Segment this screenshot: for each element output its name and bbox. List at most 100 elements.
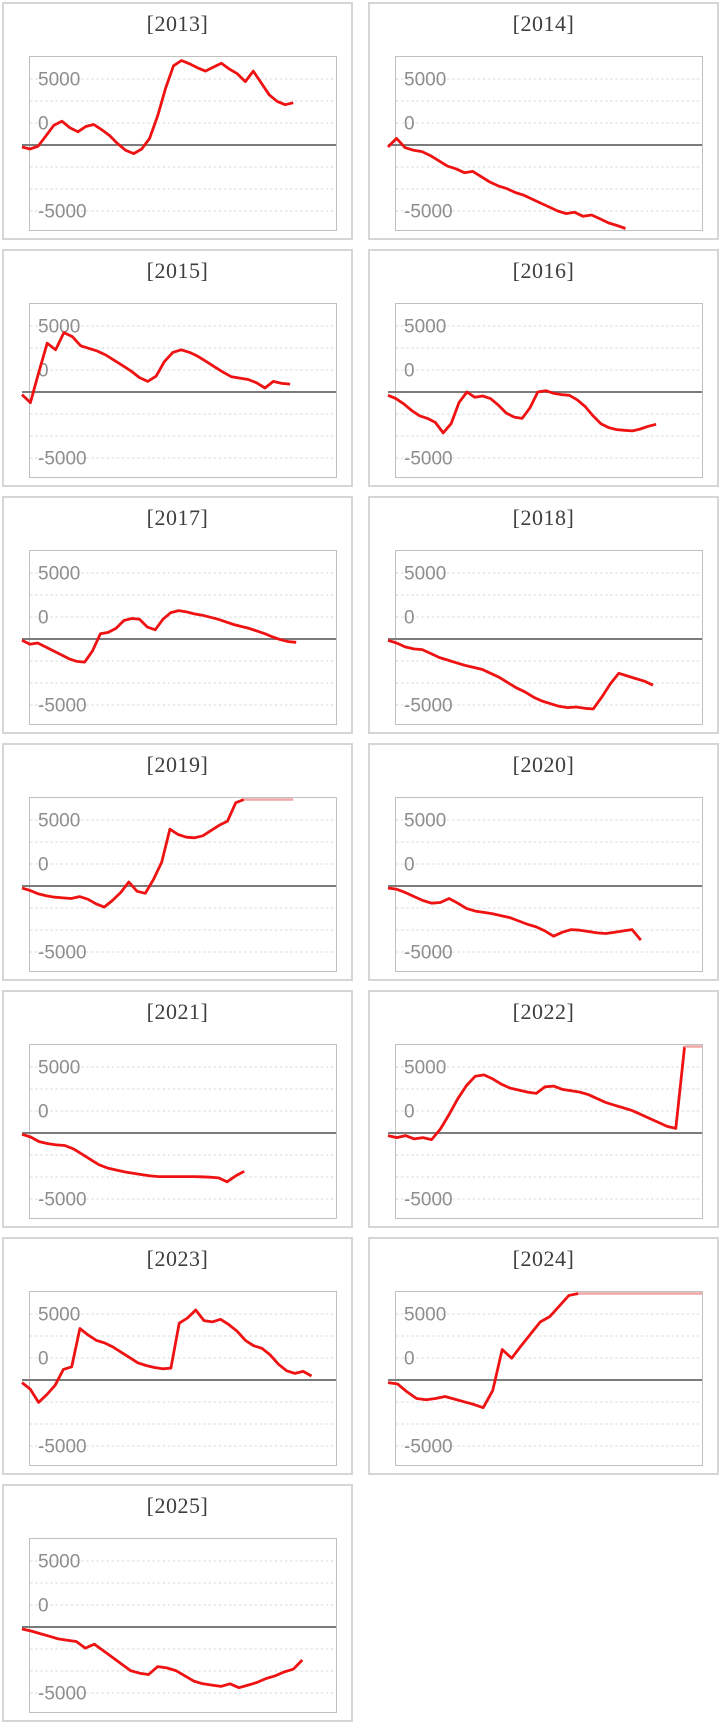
chart-canvas: 5000 0 -5000 [21, 564, 336, 717]
y-axis-tick-label: -5000 [404, 696, 453, 717]
chart-title: [2016] [512, 258, 575, 283]
chart-canvas: 5000 0 -5000 [387, 317, 702, 470]
chart-canvas: 5000 0 -5000 [387, 70, 702, 230]
chart-canvas: 5000 0 -5000 [387, 1045, 702, 1211]
chart-panel: [2013] 5000 0 -5000 [2, 2, 353, 240]
plot-area: 5000 0 -5000 [21, 1044, 337, 1219]
y-axis-tick-label: 5000 [38, 317, 80, 338]
y-axis-tick-label: 0 [38, 608, 49, 629]
chart-title: [2025] [146, 1493, 209, 1518]
plot-area: 5000 0 -5000 [21, 797, 337, 972]
y-axis-tick-label: 5000 [38, 564, 80, 585]
series-line [387, 1046, 686, 1141]
chart-panel: [2014] 5000 0 -5000 [368, 2, 719, 240]
y-axis-tick-label: -5000 [38, 1684, 87, 1705]
y-axis-tick-label: 5000 [404, 564, 446, 585]
plot-area: 5000 0 -5000 [21, 550, 337, 725]
y-axis-tick-label: 0 [404, 1349, 415, 1370]
y-axis-tick-label: 5000 [404, 317, 446, 338]
plot-area: 5000 0 -5000 [21, 303, 337, 478]
chart-canvas: 5000 0 -5000 [21, 1552, 336, 1705]
y-axis-tick-label: -5000 [38, 943, 87, 964]
y-axis-tick-label: 5000 [404, 1305, 446, 1326]
chart-title: [2018] [512, 505, 575, 530]
y-axis-tick-label: 0 [404, 1102, 415, 1123]
chart-title: [2019] [146, 752, 209, 777]
y-axis-tick-label: -5000 [404, 1190, 453, 1211]
series-line [21, 59, 294, 155]
chart-panel: [2019] 5000 0 -5000 [2, 743, 353, 981]
series-line [21, 609, 297, 664]
chart-title: [2013] [146, 11, 209, 36]
series-line [387, 886, 642, 941]
chart-canvas: 5000 0 -5000 [21, 1305, 336, 1458]
chart-panel: [2020] 5000 0 -5000 [368, 743, 719, 981]
y-axis-tick-label: -5000 [38, 1190, 87, 1211]
chart-title: [2022] [512, 999, 575, 1024]
chart-panel: [2015] 5000 0 -5000 [2, 249, 353, 487]
y-axis-tick-label: 5000 [38, 1058, 80, 1079]
chart-canvas: 5000 0 -5000 [387, 811, 702, 964]
y-axis-tick-label: 5000 [38, 811, 80, 832]
series-line [21, 1627, 304, 1690]
y-axis-tick-label: -5000 [404, 1437, 453, 1458]
y-axis-tick-label: 0 [38, 361, 49, 382]
plot-area: 5000 0 -5000 [21, 1291, 337, 1466]
chart-canvas: 5000 0 -5000 [387, 564, 702, 717]
y-axis-tick-label: -5000 [404, 449, 453, 470]
chart-title: [2014] [512, 11, 575, 36]
y-axis-tick-label: 0 [38, 1596, 49, 1617]
chart-panel: [2021] 5000 0 -5000 [2, 990, 353, 1228]
y-axis-tick-label: 5000 [38, 1305, 80, 1326]
y-axis-tick-label: 0 [404, 608, 415, 629]
chart-canvas: 5000 0 -5000 [21, 317, 336, 470]
plot-area: 5000 0 -5000 [21, 1538, 337, 1713]
y-axis-tick-label: 0 [38, 1102, 49, 1123]
plot-area: 5000 0 -5000 [387, 56, 703, 231]
series-line [387, 137, 626, 230]
y-axis-tick-label: 5000 [404, 70, 446, 91]
plot-area: 5000 0 -5000 [387, 797, 703, 972]
y-axis-tick-label: 0 [38, 114, 49, 135]
chart-panel: [2016] 5000 0 -5000 [368, 249, 719, 487]
chart-canvas: 5000 0 -5000 [21, 1058, 336, 1211]
series-line [21, 798, 245, 909]
chart-title: [2017] [146, 505, 209, 530]
series-line [21, 1132, 245, 1184]
chart-title: [2020] [512, 752, 575, 777]
plot-area: 5000 0 -5000 [387, 1291, 703, 1466]
series-line [387, 638, 654, 711]
chart-title: [2024] [512, 1246, 575, 1271]
chart-panel: [2024] 5000 0 -5000 [368, 1237, 719, 1475]
chart-title: [2021] [146, 999, 209, 1024]
chart-panel: [2017] 5000 0 -5000 [2, 496, 353, 734]
plot-area: 5000 0 -5000 [387, 303, 703, 478]
y-axis-tick-label: 5000 [38, 1552, 80, 1573]
chart-panel: [2022] 5000 0 -5000 [368, 990, 719, 1228]
chart-canvas: 5000 0 -5000 [387, 1292, 702, 1458]
y-axis-tick-label: -5000 [38, 696, 87, 717]
chart-canvas: 5000 0 -5000 [21, 798, 336, 964]
chart-canvas: 5000 0 -5000 [21, 59, 336, 223]
y-axis-tick-label: -5000 [404, 943, 453, 964]
plot-area: 5000 0 -5000 [387, 1044, 703, 1219]
y-axis-tick-label: 0 [404, 855, 415, 876]
chart-panel: [2018] 5000 0 -5000 [368, 496, 719, 734]
series-line [21, 331, 291, 404]
y-axis-tick-label: 5000 [404, 1058, 446, 1079]
plot-area: 5000 0 -5000 [21, 56, 337, 231]
series-line [387, 389, 657, 435]
y-axis-tick-label: 5000 [404, 811, 446, 832]
chart-title: [2015] [146, 258, 209, 283]
y-axis-tick-label: 5000 [38, 70, 80, 91]
y-axis-tick-label: -5000 [404, 202, 453, 223]
y-axis-tick-label: 0 [404, 114, 415, 135]
series-line [387, 1292, 579, 1410]
y-axis-tick-label: -5000 [38, 449, 87, 470]
y-axis-tick-label: 0 [38, 1349, 49, 1370]
chart-panel: [2025] 5000 0 -5000 [2, 1484, 353, 1722]
plot-area: 5000 0 -5000 [387, 550, 703, 725]
series-line [21, 1308, 313, 1404]
y-axis-tick-label: -5000 [38, 202, 87, 223]
